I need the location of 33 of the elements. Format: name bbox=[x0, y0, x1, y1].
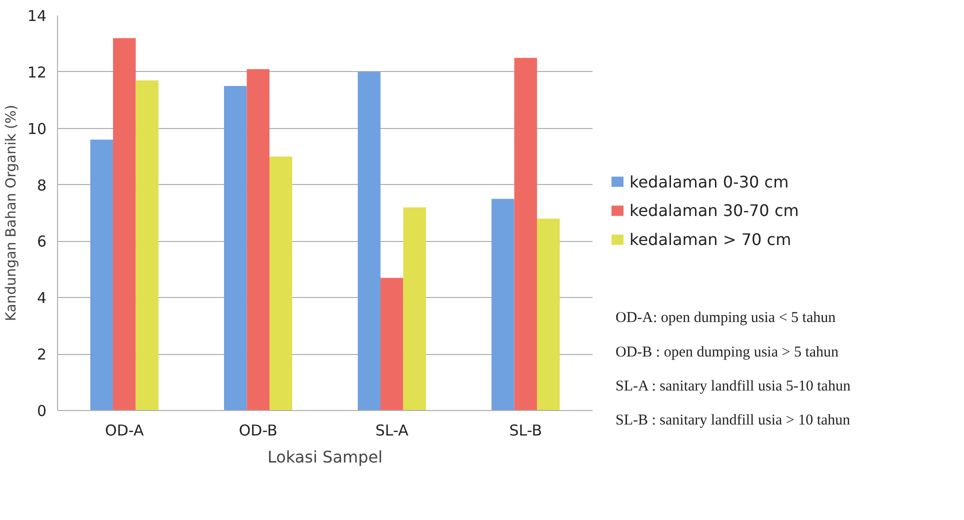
bar bbox=[358, 72, 381, 410]
bar bbox=[403, 207, 426, 410]
legend-label: kedalaman > 70 cm bbox=[630, 230, 792, 250]
y-tick-label: 6 bbox=[36, 232, 47, 251]
text: SL-A : sanitary landfill usia 5-10 tahun bbox=[616, 378, 851, 394]
text: SL-B : sanitary landfill usia > 10 tahun bbox=[616, 412, 851, 428]
x-tick-label: OD-B bbox=[238, 422, 278, 440]
text: OD-B : open dumping usia > 5 tahun bbox=[616, 344, 840, 360]
y-tick-label: 12 bbox=[27, 63, 47, 82]
bar bbox=[113, 38, 136, 410]
x-tick-label: SL-B bbox=[509, 422, 542, 440]
y-axis-title: Kandungan Bahan Organik (%) bbox=[3, 104, 20, 322]
bar bbox=[492, 198, 514, 410]
bar bbox=[90, 140, 114, 410]
y-tick-label: 10 bbox=[27, 120, 47, 138]
y-tick-label: 14 bbox=[27, 7, 47, 25]
y-tick-label: 2 bbox=[36, 346, 47, 364]
text: OD-A: open dumping usia < 5 tahun bbox=[616, 310, 836, 326]
legend-label: kedalaman 0-30 cm bbox=[630, 172, 789, 192]
bar bbox=[269, 156, 292, 410]
y-tick-label: 8 bbox=[36, 176, 47, 194]
legend-label: kedalaman 30-70 cm bbox=[630, 201, 799, 220]
bar bbox=[380, 278, 404, 410]
y-tick-label: 4 bbox=[36, 289, 47, 308]
bar bbox=[514, 58, 537, 410]
x-tick-label: SL-A bbox=[375, 422, 410, 440]
bar bbox=[536, 218, 560, 410]
bar bbox=[224, 86, 247, 410]
bar bbox=[246, 69, 270, 410]
x-axis-title: Lokasi Sampel bbox=[267, 448, 383, 466]
bar bbox=[136, 80, 158, 410]
y-tick-label: 0 bbox=[36, 402, 47, 420]
x-tick-label: OD-A bbox=[105, 422, 144, 440]
